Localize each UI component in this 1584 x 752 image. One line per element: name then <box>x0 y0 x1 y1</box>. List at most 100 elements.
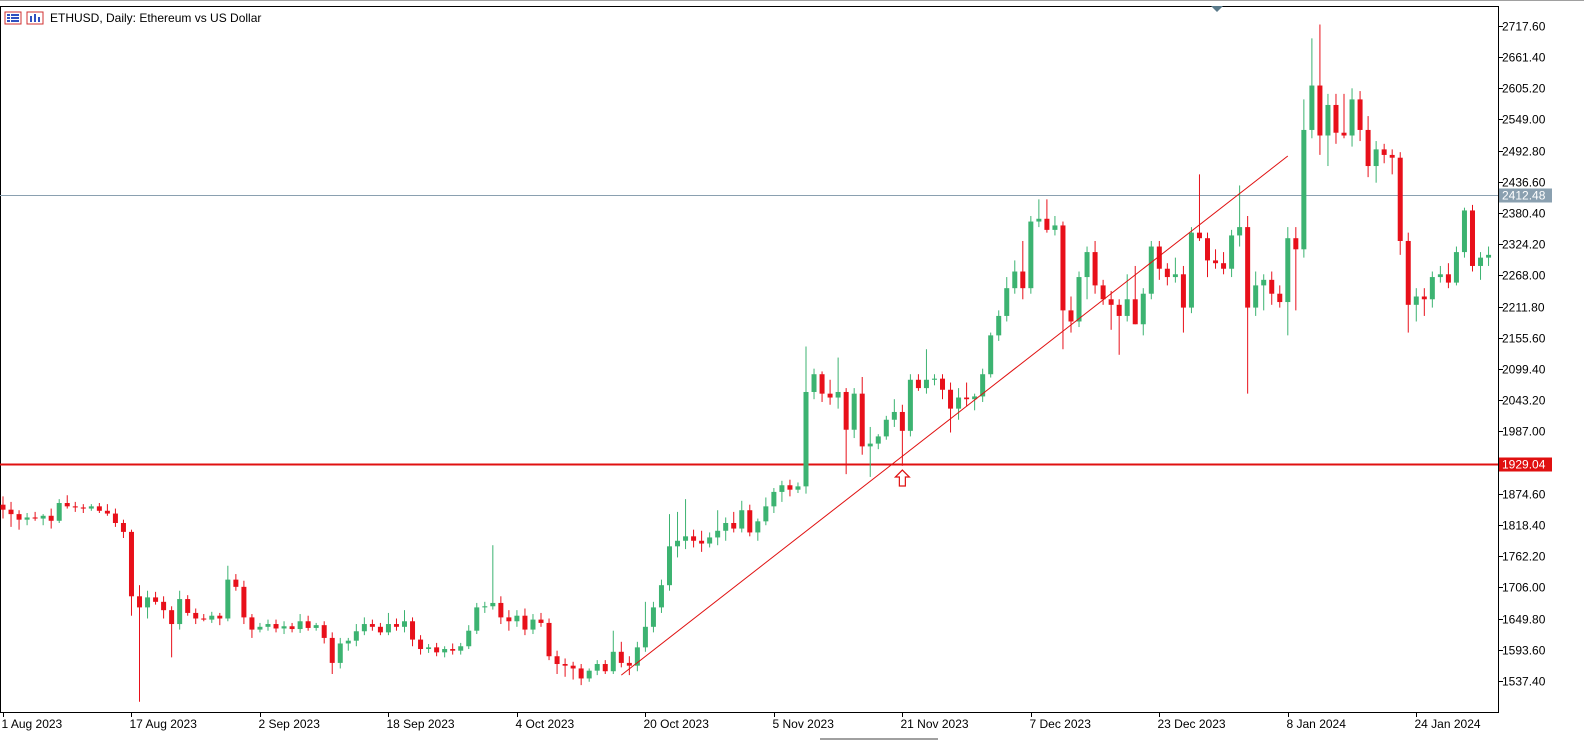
candle-bear <box>137 596 143 608</box>
candle-bear <box>289 626 295 630</box>
candle-bull <box>1478 257 1484 266</box>
candle-bull <box>257 626 263 630</box>
scroll-indicator[interactable] <box>820 738 938 740</box>
trendline[interactable] <box>621 155 1289 676</box>
candle-bear <box>1317 85 1323 136</box>
candle-bull <box>426 647 432 650</box>
candle-bull <box>675 540 681 547</box>
candle-bear <box>0 504 6 510</box>
candle-bear <box>16 514 22 520</box>
candle-bear <box>48 515 54 521</box>
candle-bull <box>683 536 689 541</box>
candle-bull <box>875 436 881 444</box>
chart-title: ETHUSD, Daily: Ethereum vs US Dollar <box>50 11 262 25</box>
y-tick-label: 2211.80 <box>1502 301 1545 315</box>
candle-bear <box>827 393 833 398</box>
candle-bear <box>241 586 247 618</box>
bid-price-label: 2412.48 <box>1502 189 1546 203</box>
candle-bull <box>715 530 721 538</box>
x-tick-label: 8 Jan 2024 <box>1287 717 1347 731</box>
shift-marker-icon[interactable] <box>1211 6 1223 12</box>
candle-bear <box>32 517 38 519</box>
candle-bear <box>1068 310 1074 322</box>
candle-bear <box>562 664 568 666</box>
y-tick-label: 1706.00 <box>1502 581 1546 595</box>
candle-bear <box>626 662 632 666</box>
candle-bull <box>634 647 640 666</box>
candle-bull <box>1036 218 1042 222</box>
candle-bear <box>570 665 576 669</box>
candle-bull <box>1028 221 1034 289</box>
bid-price-tag <box>1499 188 1552 203</box>
candle-bull <box>811 374 817 392</box>
candle-bear <box>1357 99 1363 130</box>
candle-bear <box>193 612 199 619</box>
candle-bear <box>1164 268 1170 278</box>
candle-bull <box>474 607 480 631</box>
candle-bull <box>1373 149 1379 167</box>
candle-bull <box>265 624 271 627</box>
symbol-list-icon[interactable] <box>4 11 22 25</box>
support-price-label: 1929.04 <box>1502 458 1546 472</box>
candle-bull <box>1253 285 1259 308</box>
candle-bull <box>345 640 351 644</box>
candle-bear <box>1213 260 1219 264</box>
candle-bull <box>650 607 656 627</box>
candle-bear <box>1469 210 1475 266</box>
candle-bear <box>618 651 624 663</box>
x-tick-label: 18 Sep 2023 <box>387 717 455 731</box>
candle-bull <box>1052 225 1058 230</box>
chart-window-icon[interactable] <box>26 11 44 25</box>
y-tick-label: 2549.00 <box>1502 113 1546 127</box>
candle-bear <box>819 374 825 394</box>
candle-bull <box>956 397 962 409</box>
x-tick-label: 23 Dec 2023 <box>1158 717 1226 731</box>
candle-bear <box>506 617 512 622</box>
candle-bull <box>996 315 1002 336</box>
candle-bull <box>755 521 761 533</box>
candle-bull <box>586 670 592 679</box>
candle-bull <box>40 515 46 519</box>
candle-bull <box>1237 227 1243 236</box>
candle-bull <box>658 585 664 608</box>
candle-bear <box>96 506 102 511</box>
candle-bear <box>1421 296 1427 300</box>
arrow-up-icon[interactable] <box>893 469 911 487</box>
candle-bear <box>578 668 584 679</box>
candle-bull <box>763 506 769 522</box>
candle-bear <box>128 531 134 597</box>
x-tick-label: 2 Sep 2023 <box>259 717 321 731</box>
candle-bear <box>153 597 159 602</box>
y-tick-label: 1818.40 <box>1502 519 1546 533</box>
candle-bull <box>209 615 215 620</box>
x-tick-label: 17 Aug 2023 <box>130 717 198 731</box>
candle-bull <box>739 510 745 529</box>
candle-bull <box>1229 235 1235 269</box>
candle-bull <box>972 396 978 400</box>
candle-bull <box>458 646 464 651</box>
candle-bull <box>1429 277 1435 300</box>
y-tick-label: 2155.60 <box>1502 332 1546 346</box>
candle-bear <box>233 579 239 587</box>
candle-bull <box>1325 104 1331 136</box>
candle-bear <box>1389 154 1395 158</box>
candle-bear <box>249 617 255 630</box>
candle-bear <box>1381 149 1387 155</box>
candle-bull <box>1453 252 1459 283</box>
candle-bull <box>594 664 600 671</box>
candle-bear <box>434 647 440 653</box>
candle-bull <box>1486 254 1492 258</box>
candle-bear <box>112 513 118 524</box>
y-tick-label: 1874.60 <box>1502 488 1546 502</box>
candle-bull <box>297 621 303 630</box>
candle-bear <box>305 621 311 628</box>
y-tick-label: 1649.80 <box>1502 613 1546 627</box>
y-tick-label: 1762.20 <box>1502 550 1546 564</box>
x-tick-label: 7 Dec 2023 <box>1030 717 1092 731</box>
candle-bull <box>1188 232 1194 308</box>
candle-bull <box>482 606 488 608</box>
candle-bull <box>466 630 472 647</box>
candle-bear <box>410 621 416 640</box>
